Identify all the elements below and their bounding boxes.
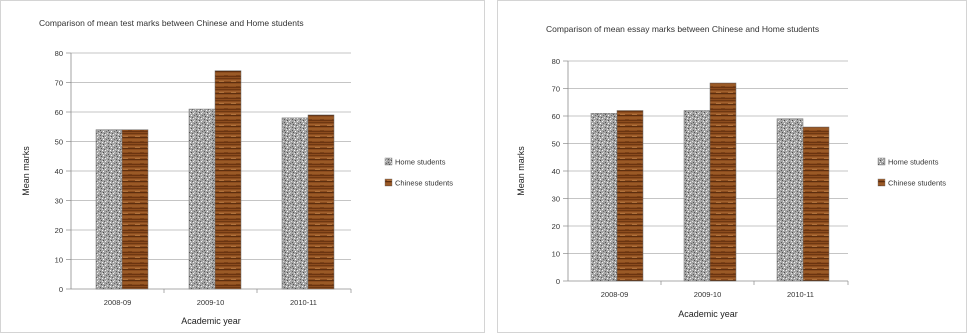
x-tick-label: 2009-10: [197, 298, 225, 307]
bar: [121, 129, 149, 290]
x-tick-label: 2009-10: [694, 290, 722, 299]
bar: [95, 129, 123, 290]
bar: [709, 82, 737, 282]
y-tick-label: 20: [552, 222, 560, 231]
y-tick-label: 0: [59, 285, 63, 294]
y-tick-label: 40: [552, 167, 560, 176]
bar: [616, 110, 644, 282]
legend-label: Home students: [888, 158, 939, 167]
legend-label: Chinese students: [888, 179, 946, 188]
y-tick-label: 60: [552, 112, 560, 121]
chart-essay-marks: Comparison of mean essay marks between C…: [516, 24, 946, 319]
bar: [776, 118, 804, 282]
y-tick-label: 0: [556, 277, 560, 286]
x-tick-label: 2010-11: [290, 298, 317, 307]
legend-swatch: [384, 178, 393, 187]
bar: [188, 108, 216, 290]
y-tick-label: 30: [55, 197, 63, 206]
y-tick-label: 10: [552, 250, 560, 259]
chart-title: Comparison of mean test marks between Ch…: [39, 18, 304, 28]
x-axis-title: Academic year: [181, 316, 241, 326]
x-tick-label: 2008-09: [601, 290, 629, 299]
legend-label: Home students: [395, 158, 446, 167]
y-tick-label: 70: [55, 79, 63, 88]
y-tick-label: 80: [55, 49, 63, 58]
y-axis-title: Mean marks: [21, 146, 31, 196]
bar: [590, 113, 618, 282]
y-tick-label: 50: [55, 138, 63, 147]
legend-label: Chinese students: [395, 179, 453, 188]
chart-title: Comparison of mean essay marks between C…: [546, 24, 819, 34]
chart-panel-essay-marks: Comparison of mean essay marks between C…: [497, 0, 967, 333]
y-tick-label: 20: [55, 226, 63, 235]
y-tick-label: 40: [55, 167, 63, 176]
y-axis-title: Mean marks: [516, 146, 526, 196]
y-tick-label: 30: [552, 195, 560, 204]
bar: [307, 114, 335, 290]
legend-swatch: [384, 157, 393, 166]
chart-test-marks: Comparison of mean test marks between Ch…: [21, 18, 453, 326]
bar: [802, 126, 830, 282]
y-tick-label: 60: [55, 108, 63, 117]
legend-swatch: [877, 178, 886, 187]
y-tick-label: 80: [552, 57, 560, 66]
legend-swatch: [877, 157, 886, 166]
bar: [214, 70, 242, 290]
x-tick-label: 2010-11: [787, 290, 814, 299]
chart-panel-test-marks: Comparison of mean test marks between Ch…: [0, 0, 485, 333]
y-tick-label: 50: [552, 140, 560, 149]
x-tick-label: 2008-09: [104, 298, 132, 307]
bar: [281, 117, 309, 290]
bar: [683, 110, 711, 282]
y-tick-label: 10: [55, 256, 63, 265]
x-axis-title: Academic year: [678, 309, 738, 319]
y-tick-label: 70: [552, 85, 560, 94]
